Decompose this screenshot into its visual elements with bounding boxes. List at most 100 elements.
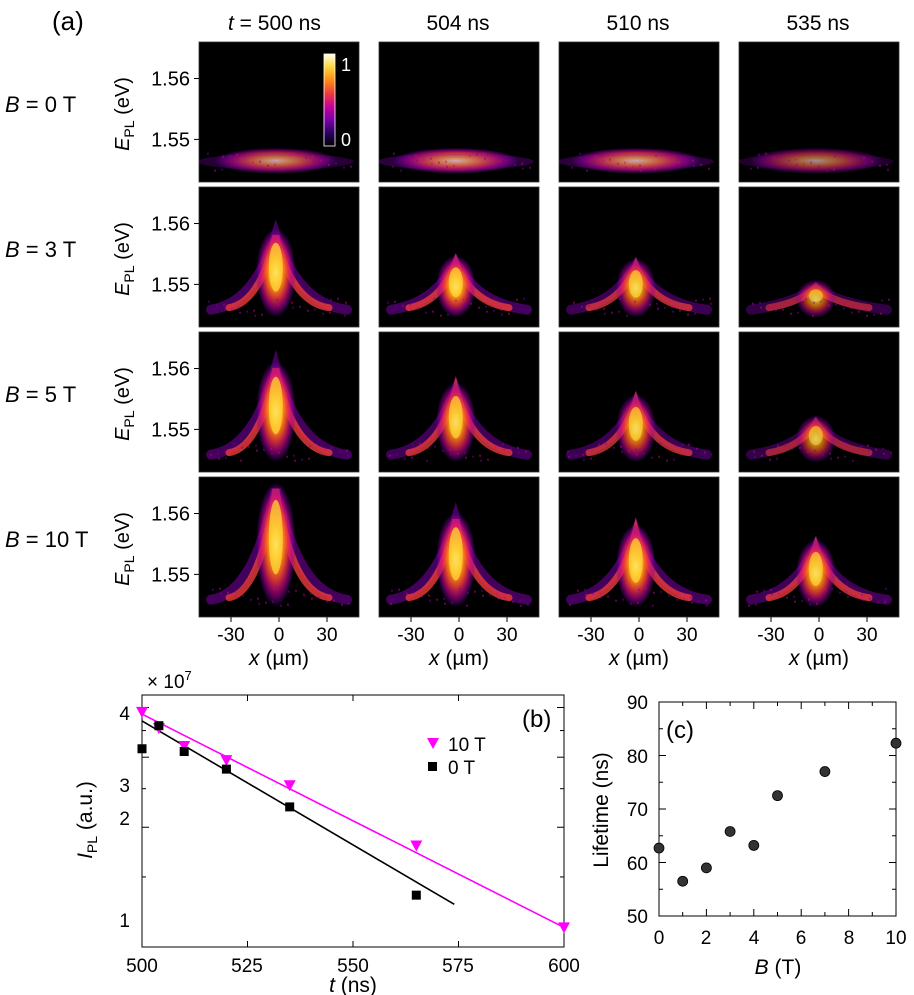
- xtick-label: 30: [316, 625, 337, 646]
- panel-b-xlabel: t (ns): [329, 974, 377, 995]
- lifetime-point: [701, 862, 712, 874]
- panel-c-ytick-label-0: 90: [627, 693, 648, 714]
- lifetime-point: [653, 842, 665, 854]
- panel-b-ylabel: IPL (a.u.): [74, 781, 100, 859]
- point-10T: [558, 922, 570, 934]
- legend-label-10T: 10 T: [448, 735, 486, 756]
- heatmap-b0-col3: [738, 41, 900, 183]
- panel-a-xlabel-2: x (µm): [608, 647, 669, 670]
- heatmap-b0-col2: [558, 41, 720, 183]
- colorbar-max-label: 1: [341, 55, 351, 75]
- heatmap-b10-col3: -30 0 30: [738, 476, 900, 646]
- point-0T: [179, 747, 189, 757]
- panel-a-xlabel-0: x (µm): [248, 647, 309, 670]
- panel-b: × 107 (b) 4 3 2 1 500 525 550 575 600 t …: [74, 668, 580, 995]
- energy-axis-label: EPL (eV): [112, 77, 137, 151]
- b-row-label-2: B = 5 T: [5, 382, 76, 407]
- pl-emission-blob: [391, 147, 520, 174]
- heatmap-b5-col1: [378, 331, 540, 473]
- panel-b-xtick-label-0: 500: [126, 956, 158, 977]
- panel-c-xtick-label-0: 0: [654, 928, 665, 949]
- panel-b-multiplier: × 107: [147, 668, 192, 693]
- heatmap-b0-col1: [378, 41, 540, 183]
- pl-emission-peak: [268, 242, 283, 292]
- panel-a-xlabels: x (µm) x (µm) x (µm) x (µm): [248, 647, 849, 670]
- heatmap-b3-col3: [738, 186, 900, 328]
- panel-c-xtick-label-4: 8: [844, 928, 855, 949]
- pl-emission-halo: [559, 153, 714, 170]
- xtick-label: -30: [577, 625, 604, 646]
- b-row-label-1: B = 3 T: [5, 237, 76, 262]
- panel-a-label: (a): [52, 6, 84, 36]
- pl-emission-halo: [739, 153, 894, 170]
- panel-c-ytick-label-4: 50: [627, 907, 648, 928]
- colorbar-min-label: 0: [341, 130, 351, 150]
- ytick-label: 1.55: [151, 564, 190, 586]
- pl-emission-peak: [808, 289, 823, 303]
- colorbar-label: IPL: [292, 53, 315, 78]
- panel-c-xlabel: B (T): [755, 956, 802, 979]
- energy-axis-label: EPL (eV): [112, 222, 137, 296]
- xtick-label: 0: [814, 625, 825, 646]
- fit-line-10T: [141, 713, 565, 929]
- panel-b-ytick-label-0: 4: [119, 704, 130, 725]
- pl-emission-halo: [379, 153, 534, 170]
- time-header-2: 510 ns: [606, 12, 669, 35]
- panel-c-xtick-label-3: 6: [796, 928, 807, 949]
- point-0T: [221, 764, 231, 774]
- heatmap-b10-col0: 1.56 1.55 EPL (eV) -30 0 30: [112, 476, 360, 646]
- point-0T: [154, 721, 164, 731]
- lifetime-point: [772, 790, 783, 802]
- heatmap-b3-col2: [558, 186, 720, 328]
- pl-emission-peak: [628, 406, 643, 441]
- pl-emission-peak: [268, 499, 283, 575]
- panel-b-ytick-label-2: 2: [119, 809, 130, 830]
- legend-marker-10T: [427, 738, 439, 749]
- pl-emission-peak: [268, 376, 283, 435]
- point-10T: [136, 706, 148, 718]
- heatmap-b3-col0: 1.56 1.55 EPL (eV): [112, 186, 360, 328]
- xtick-label: 30: [676, 625, 697, 646]
- ytick-label: 1.55: [151, 129, 190, 151]
- panel-c-label: (c): [666, 717, 694, 744]
- point-10T: [220, 755, 233, 767]
- xtick-label: 30: [496, 625, 517, 646]
- panel-b-legend: 10 T 0 T: [427, 735, 486, 779]
- heatmap-b5-col3: [738, 331, 900, 473]
- pl-emission-peak: [628, 538, 643, 583]
- ytick-label: 1.55: [151, 419, 190, 441]
- colorbar-gradient: [323, 53, 336, 147]
- pl-emission-peak: [448, 527, 463, 581]
- ytick-label: 1.56: [151, 359, 190, 381]
- panel-b-label: (b): [522, 706, 551, 733]
- panel-c-ytick-label-3: 60: [627, 854, 648, 875]
- xtick-label: 0: [274, 625, 285, 646]
- colorbar: IPL 1 0: [292, 53, 351, 150]
- fit-line-0T: [141, 720, 455, 906]
- panel-b-ticks: [141, 695, 565, 948]
- time-header-3: 535 ns: [786, 12, 849, 35]
- panel-b-xtick-label-3: 575: [442, 956, 474, 977]
- panel-c-ytick-label-1: 80: [627, 747, 648, 768]
- energy-axis-label: EPL (eV): [112, 512, 137, 586]
- panel-c-ylabel: Lifetime (ns): [590, 752, 613, 868]
- pl-emission-blob: [213, 147, 338, 174]
- ytick-label: 1.56: [151, 69, 190, 91]
- point-10T: [178, 741, 191, 753]
- point-10T: [283, 780, 296, 792]
- point-0T: [411, 890, 421, 900]
- xtick-label: -30: [217, 625, 244, 646]
- panel-b-xtick-label-1: 525: [231, 956, 263, 977]
- legend-label-0T: 0 T: [448, 758, 476, 779]
- legend-marker-0T: [428, 762, 437, 771]
- energy-axis-label: EPL (eV): [112, 367, 137, 441]
- heatmap-b10-col2: -30 0 30: [558, 476, 720, 646]
- heatmap-grid: 1.56 1.55 EPL (eV) 1.56 1.55 EPL (eV) 1.56 1.55…: [112, 41, 900, 646]
- panel-b-xtick-label-2: 550: [337, 956, 369, 977]
- point-10T: [410, 840, 423, 852]
- ytick-label: 1.55: [151, 274, 190, 296]
- panel-c-frame: [658, 701, 897, 917]
- panel-b-xtick-label-4: 600: [548, 956, 580, 977]
- pl-emission-peak: [448, 267, 463, 298]
- panel-b-ytick-label-3: 1: [119, 911, 130, 932]
